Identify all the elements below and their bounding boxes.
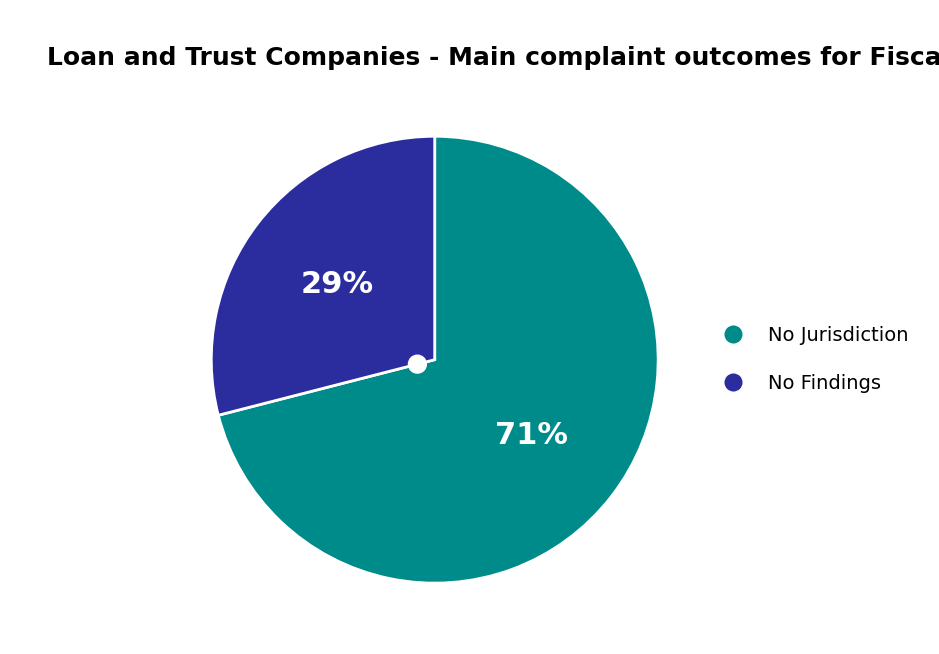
Wedge shape [211,136,435,415]
Text: Loan and Trust Companies - Main complaint outcomes for Fiscal Year 2021/22: Loan and Trust Companies - Main complain… [47,46,939,70]
Legend: No Jurisdiction, No Findings: No Jurisdiction, No Findings [706,318,916,401]
Wedge shape [218,136,658,583]
Text: 71%: 71% [495,421,568,449]
Circle shape [408,355,426,373]
Text: 29%: 29% [301,270,374,299]
